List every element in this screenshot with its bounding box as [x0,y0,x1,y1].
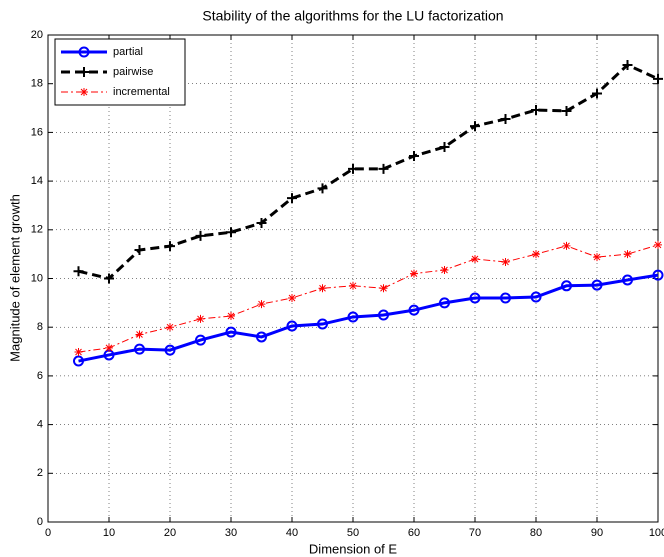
y-tick-label: 12 [31,224,43,236]
marker [379,284,388,293]
marker [287,193,297,204]
marker [347,311,359,323]
marker [378,309,389,321]
x-tick-label: 20 [164,527,176,539]
plot-frame [47,34,659,523]
marker [501,257,510,266]
x-tick-label: 30 [225,527,237,539]
marker [73,355,84,367]
marker [226,227,236,238]
legend-label: incremental [113,86,170,98]
marker [164,344,176,356]
marker [256,331,267,343]
marker [500,292,511,304]
marker [653,73,663,84]
marker [195,230,206,241]
marker [165,241,175,252]
marker [256,217,267,228]
marker [652,269,664,281]
marker [73,266,84,277]
marker [440,265,449,274]
marker [105,343,113,352]
marker [532,250,540,259]
marker [349,281,357,290]
marker [134,343,145,355]
marker [74,348,83,357]
legend-marker [80,88,88,96]
marker [195,334,206,346]
marker [410,269,418,278]
x-tick-label: 90 [591,527,603,539]
marker [318,284,327,293]
marker [227,311,235,320]
y-tick-label: 16 [31,126,43,138]
chart-title: Stability of the algorithms for the LU f… [202,8,503,24]
marker [348,163,358,174]
x-tick-label: 50 [347,527,359,539]
marker [561,105,572,116]
legend-label: pairwise [113,66,153,78]
x-tick-label: 60 [408,527,420,539]
marker [622,274,633,286]
marker [439,142,450,153]
y-tick-label: 2 [37,467,43,479]
marker [317,318,328,330]
y-tick-label: 0 [37,516,43,528]
y-tick-label: 4 [37,419,43,431]
marker [317,183,328,194]
marker [622,59,633,70]
marker [562,241,571,250]
marker [135,330,144,339]
y-tick-label: 20 [31,29,43,41]
y-tick-label: 10 [31,272,43,284]
marker [196,314,205,323]
marker [654,240,662,249]
x-tick-label: 80 [530,527,542,539]
marker [286,320,298,332]
x-tick-label: 70 [469,527,481,539]
marker [257,300,266,309]
marker [439,297,450,309]
y-tick-label: 18 [31,78,43,90]
x-tick-label: 100 [649,527,664,539]
marker [225,326,237,338]
legend-marker [79,67,89,77]
series-line [78,244,659,353]
marker [471,255,479,264]
legend-label: partial [113,46,143,58]
x-tick-label: 40 [286,527,298,539]
marker [409,151,419,162]
marker [288,293,296,302]
marker [469,292,481,304]
marker [166,323,174,332]
marker [500,114,511,125]
x-tick-label: 0 [45,527,51,539]
x-axis-label: Dimension of E [309,541,397,556]
legend: partial pairwise incremental [54,38,186,106]
marker [592,88,602,99]
marker [593,253,601,262]
marker [591,279,603,291]
x-tick-label: 10 [103,527,115,539]
marker [561,280,572,292]
marker [470,121,480,132]
y-axis-label: Magnitude of element growth [7,194,22,362]
marker [408,304,420,316]
marker [104,273,114,284]
marker [623,250,632,259]
marker [134,245,145,256]
y-tick-label: 14 [31,175,43,187]
marker [531,104,541,115]
y-tick-label: 6 [37,370,43,382]
y-tick-label: 8 [37,321,43,333]
marker [378,163,389,174]
legend-marker [78,46,90,58]
marker [530,291,542,303]
